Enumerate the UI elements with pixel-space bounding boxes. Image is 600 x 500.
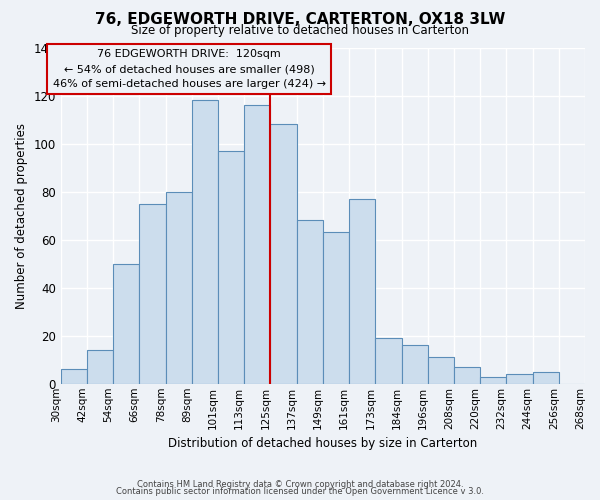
Bar — [244, 105, 271, 384]
Bar — [428, 358, 454, 384]
Bar — [480, 376, 506, 384]
Bar — [533, 372, 559, 384]
X-axis label: Distribution of detached houses by size in Carterton: Distribution of detached houses by size … — [168, 437, 478, 450]
Bar — [61, 370, 87, 384]
Bar — [192, 100, 218, 384]
Bar — [166, 192, 192, 384]
Bar — [454, 367, 480, 384]
Y-axis label: Number of detached properties: Number of detached properties — [15, 122, 28, 308]
Text: Contains HM Land Registry data © Crown copyright and database right 2024.: Contains HM Land Registry data © Crown c… — [137, 480, 463, 489]
Text: Size of property relative to detached houses in Carterton: Size of property relative to detached ho… — [131, 24, 469, 37]
Bar — [113, 264, 139, 384]
Bar — [271, 124, 296, 384]
Text: 76 EDGEWORTH DRIVE:  120sqm
← 54% of detached houses are smaller (498)
46% of se: 76 EDGEWORTH DRIVE: 120sqm ← 54% of deta… — [53, 50, 326, 89]
Bar — [349, 199, 376, 384]
Bar — [323, 232, 349, 384]
Bar — [218, 151, 244, 384]
Text: Contains public sector information licensed under the Open Government Licence v : Contains public sector information licen… — [116, 487, 484, 496]
Bar — [401, 346, 428, 384]
Bar — [376, 338, 401, 384]
Bar — [87, 350, 113, 384]
Text: 76, EDGEWORTH DRIVE, CARTERTON, OX18 3LW: 76, EDGEWORTH DRIVE, CARTERTON, OX18 3LW — [95, 12, 505, 28]
Bar — [506, 374, 533, 384]
Bar — [139, 204, 166, 384]
Bar — [296, 220, 323, 384]
